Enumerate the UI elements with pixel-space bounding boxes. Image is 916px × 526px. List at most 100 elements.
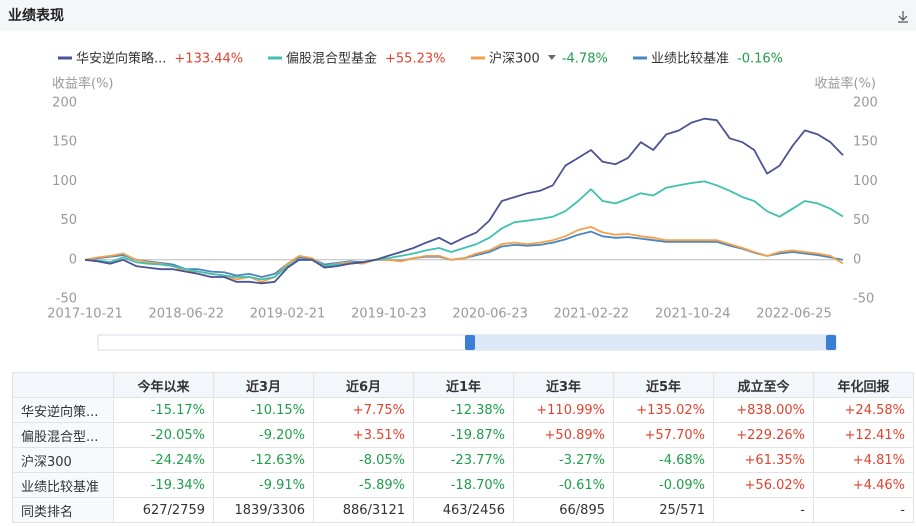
zoom-handle[interactable] <box>826 335 836 350</box>
column-header: 今年以来 <box>113 372 214 398</box>
column-header: 近5年 <box>613 372 714 398</box>
legend-change: -0.16% <box>737 52 783 67</box>
cell: +57.70% <box>613 422 714 448</box>
legend-label: 华安逆向策略... <box>76 51 166 67</box>
cell: -24.24% <box>113 447 214 473</box>
legend-label: 偏股混合型基金 <box>286 51 377 67</box>
legend-item[interactable]: 沪深300 -4.78% <box>471 51 608 67</box>
series-line <box>84 180 844 281</box>
legend-label: 沪深300 <box>489 51 540 67</box>
cell: -12.38% <box>413 397 514 423</box>
cell: -20.05% <box>113 422 214 448</box>
download-icon[interactable] <box>898 11 908 23</box>
cell: +4.81% <box>813 447 914 473</box>
cell: +135.02% <box>613 397 714 423</box>
y2-axis-label: 收益率(%) <box>815 76 877 92</box>
row-name: 业绩比较基准 <box>12 472 114 498</box>
x-tick-label: 2019-02-21 <box>250 307 326 322</box>
cell: +7.75% <box>313 397 414 423</box>
x-tick-label: 2020-06-23 <box>452 307 528 322</box>
y2-tick-label: 200 <box>853 96 878 111</box>
cell: +50.89% <box>513 422 614 448</box>
x-tick-label: 2021-02-22 <box>554 307 630 322</box>
cell: -0.09% <box>613 472 714 498</box>
cell: -9.20% <box>213 422 314 448</box>
table-row: 沪深300 -24.24% -12.63% -8.05% -23.77% -3.27% -4… <box>12 447 914 473</box>
cell: 25/571 <box>613 497 714 523</box>
cell: +4.46% <box>813 472 914 498</box>
row-name: 偏股混合型... <box>12 422 114 448</box>
column-header: 成立至今 <box>713 372 814 398</box>
column-header: 近3年 <box>513 372 614 398</box>
cell: +24.58% <box>813 397 914 423</box>
zoom-selection[interactable] <box>470 335 832 350</box>
column-header: 近6月 <box>313 372 414 398</box>
cell: -4.68% <box>613 447 714 473</box>
cell: -12.63% <box>213 447 314 473</box>
column-header: 年化回报 <box>813 372 914 398</box>
legend-label: 业绩比较基准 <box>651 52 729 67</box>
y-tick-label: 100 <box>52 174 77 189</box>
cell: -18.70% <box>413 472 514 498</box>
table-row: 华安逆向策... -15.17% -10.15% +7.75% -12.38% +110.… <box>12 397 914 423</box>
legend-item[interactable]: 偏股混合型基金 +55.23% <box>268 51 445 67</box>
cell: -9.91% <box>213 472 314 498</box>
cell: -5.89% <box>313 472 414 498</box>
cell: +12.41% <box>813 422 914 448</box>
cell: +838.00% <box>713 397 814 423</box>
x-tick-label: 2017-10-21 <box>47 307 123 322</box>
cell: 886/3121 <box>313 497 414 523</box>
y-tick-label: 200 <box>52 96 77 111</box>
y2-tick-label: 50 <box>853 213 870 228</box>
y2-tick-label: 150 <box>853 135 878 150</box>
y-tick-label: 0 <box>69 252 77 267</box>
chart: 业绩表现 收益率(%) 收益率(%) -50 0 50 100 150 200 -50 0 50… <box>0 0 916 351</box>
series-line <box>84 117 844 285</box>
y2-tick-label: -50 <box>853 292 874 307</box>
x-tick-label: 2018-06-22 <box>149 307 225 322</box>
column-header: 近1年 <box>413 372 514 398</box>
cell: 463/2456 <box>413 497 514 523</box>
legend-item[interactable]: 华安逆向策略... +133.44% <box>58 51 243 67</box>
dropdown-arrow <box>547 55 556 60</box>
cell: -0.61% <box>513 472 614 498</box>
row-name: 沪深300 <box>12 447 114 473</box>
y2-tick-label: 100 <box>853 174 878 189</box>
cell: 66/895 <box>513 497 614 523</box>
x-tick-label: 2019-10-23 <box>351 307 427 322</box>
cell: -8.05% <box>313 447 414 473</box>
header-bar <box>0 0 916 31</box>
performance-table: 今年以来 近3月 近6月 近1年 近3年 近5年 成立至今 年化回报 华安逆向策... -15.1… <box>12 372 914 523</box>
cell: +61.35% <box>713 447 814 473</box>
row-name: 同类排名 <box>12 497 114 523</box>
table-row: 同类排名 627/2759 1839/3306 886/3121 463/2456 66/… <box>12 497 914 523</box>
cell: -15.17% <box>113 397 214 423</box>
cell: +56.02% <box>713 472 814 498</box>
table-row: 偏股混合型... -20.05% -9.20% +3.51% -19.87% +50.89… <box>12 422 914 448</box>
cell: -19.87% <box>413 422 514 448</box>
cell: 627/2759 <box>113 497 214 523</box>
legend-change: -4.78% <box>562 52 608 67</box>
cell: +110.99% <box>513 397 614 423</box>
x-tick-label: 2021-10-24 <box>655 307 731 322</box>
cell: -23.77% <box>413 447 514 473</box>
row-name: 华安逆向策... <box>12 397 114 423</box>
y-tick-label: 150 <box>52 135 77 150</box>
legend-change: +133.44% <box>174 52 243 67</box>
column-header: 近3月 <box>213 372 314 398</box>
legend-change: +55.23% <box>385 52 445 67</box>
cell: - <box>813 497 914 523</box>
cell: 1839/3306 <box>213 497 314 523</box>
panel-title: 业绩表现 <box>8 7 64 24</box>
y-axis-label: 收益率(%) <box>52 76 114 92</box>
cell: - <box>713 497 814 523</box>
legend-item[interactable]: 业绩比较基准 -0.16% <box>633 52 783 67</box>
corner-cell <box>12 372 114 398</box>
cell: -10.15% <box>213 397 314 423</box>
y-tick-label: 50 <box>60 213 77 228</box>
x-tick-label: 2022-06-25 <box>756 307 832 322</box>
y2-tick-label: 0 <box>853 252 861 267</box>
zoom-handle[interactable] <box>465 335 475 350</box>
cell: +3.51% <box>313 422 414 448</box>
